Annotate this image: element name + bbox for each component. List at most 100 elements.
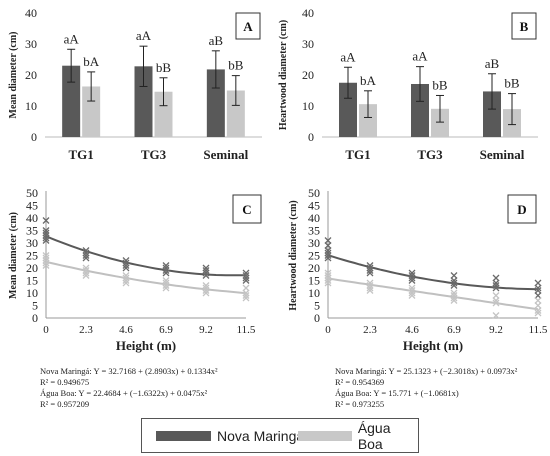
ytick-label-c-3: 15 [26, 274, 38, 288]
point-c-1-4 [42, 262, 50, 269]
xlabel-d: Height (m) [403, 338, 463, 353]
point-d-0-15 [450, 277, 458, 284]
point-c-0-12 [122, 262, 130, 269]
bar-b-1-0 [359, 104, 377, 137]
point-c-1-15 [162, 282, 170, 289]
point-c-0-18 [202, 264, 210, 272]
ytick-label-d-9: 45 [308, 199, 320, 213]
bar-b-0-2 [483, 91, 501, 137]
point-d-1-5 [366, 279, 374, 287]
ytick-label-d-3: 15 [308, 274, 320, 288]
category-label-a-1: TG3 [141, 147, 167, 162]
legend-swatch-agua [298, 430, 352, 441]
point-d-1-7 [366, 284, 374, 292]
point-c-1-18 [202, 284, 210, 292]
data-label-a-0-1: aA [136, 28, 152, 43]
point-d-0-5 [324, 254, 332, 262]
point-d-1-19 [492, 299, 500, 307]
point-c-1-12 [122, 279, 130, 287]
category-label-b-1: TG3 [417, 147, 443, 162]
bar-a-1-2 [226, 90, 245, 137]
point-c-1-10 [122, 274, 130, 282]
point-d-0-3 [324, 249, 332, 257]
point-c-0-17 [162, 269, 170, 277]
category-label-b-0: TG1 [345, 147, 370, 162]
point-d-1-1 [324, 272, 332, 279]
ytick-label-d-0: 0 [314, 311, 320, 325]
point-c-0-4 [42, 234, 50, 242]
ytick-label-d-10: 50 [308, 186, 320, 200]
legend-label-agua: Água Boa [357, 419, 391, 452]
ytick-label-c-1: 5 [32, 299, 38, 313]
point-d-0-25 [534, 292, 542, 299]
point-d-1-17 [492, 292, 500, 299]
ylabel-c: Mean diameter (cm) [8, 212, 19, 299]
point-c-1-24 [242, 294, 250, 302]
point-d-1-9 [408, 284, 416, 292]
point-c-1-21 [242, 284, 250, 292]
point-d-1-12 [408, 292, 416, 299]
xtick-label-d-4: 9.2 [489, 324, 503, 336]
point-d-1-4 [324, 279, 332, 287]
point-d-1-0 [324, 269, 332, 277]
data-label-a-1-0: bA [83, 54, 100, 69]
equation-d-nova: Nova Maringá: Y = 25.1323 + (−2.3018x) +… [335, 366, 518, 376]
point-c-0-24 [242, 274, 250, 282]
point-c-1-17 [202, 282, 210, 289]
point-d-1-23 [534, 307, 542, 314]
point-d-0-1 [324, 242, 332, 249]
equation-c-agua: Água Boa: Y = 22.4684 + (−1.6322x) + 0.0… [40, 388, 208, 398]
ytick-label-a-4: 40 [25, 6, 37, 20]
bar-b-0-1 [411, 83, 429, 137]
ytick-label-d-2: 10 [308, 286, 320, 300]
xtick-label-c-2: 4.6 [119, 324, 133, 336]
point-d-1-6 [366, 282, 374, 289]
ylabel-d: Heartwood diameter (cm) [288, 200, 299, 310]
ytick-label-b-4: 40 [302, 6, 314, 20]
point-c-1-13 [162, 277, 170, 284]
legend-item-nova: Nova Maringá [156, 419, 304, 452]
data-label-a-0-2: aB [209, 33, 224, 48]
point-c-1-8 [82, 272, 90, 279]
point-c-1-23 [242, 292, 250, 299]
legend-item-agua: Água Boa [298, 419, 418, 452]
point-c-0-3 [42, 232, 50, 239]
ytick-label-c-4: 20 [26, 261, 38, 275]
category-label-a-2: Seminal [203, 147, 248, 162]
fit-line-c-1 [45, 260, 247, 295]
xtick-label-d-0: 0 [325, 324, 331, 336]
point-d-0-9 [366, 269, 374, 277]
ytick-label-c-2: 10 [26, 286, 38, 300]
equation-d-agua: Água Boa: Y = 15.771 + (−1.0681x) [335, 388, 459, 398]
fit-line-c-0 [45, 235, 247, 277]
xtick-label-c-0: 0 [43, 324, 49, 336]
panel-box-b [511, 12, 537, 40]
point-d-0-2 [324, 247, 332, 254]
ytick-label-c-9: 45 [26, 199, 38, 213]
point-d-1-24 [534, 309, 542, 317]
point-c-1-9 [122, 272, 130, 279]
point-d-1-2 [324, 274, 332, 282]
xtick-label-d-2: 4.6 [405, 324, 419, 336]
bar-a-1-0 [82, 86, 101, 137]
legend-swatch-nova [156, 430, 211, 441]
panel-label-b: B [520, 19, 529, 34]
point-d-0-10 [408, 269, 416, 277]
point-c-0-14 [162, 262, 170, 269]
point-d-1-15 [450, 294, 458, 302]
point-d-1-3 [324, 277, 332, 284]
ytick-label-b-0: 0 [308, 130, 314, 144]
panel-label-d: D [517, 202, 526, 217]
ytick-label-d-5: 25 [308, 249, 320, 263]
point-c-1-22 [242, 289, 250, 297]
point-d-0-19 [492, 279, 500, 287]
point-c-0-5 [42, 237, 50, 244]
point-c-0-11 [122, 259, 130, 267]
point-c-1-19 [202, 287, 210, 294]
ytick-label-c-10: 50 [26, 186, 38, 200]
panel-box-d [507, 194, 537, 224]
bar-a-1-1 [154, 91, 173, 137]
point-c-1-20 [202, 289, 210, 297]
point-d-0-24 [534, 287, 542, 294]
